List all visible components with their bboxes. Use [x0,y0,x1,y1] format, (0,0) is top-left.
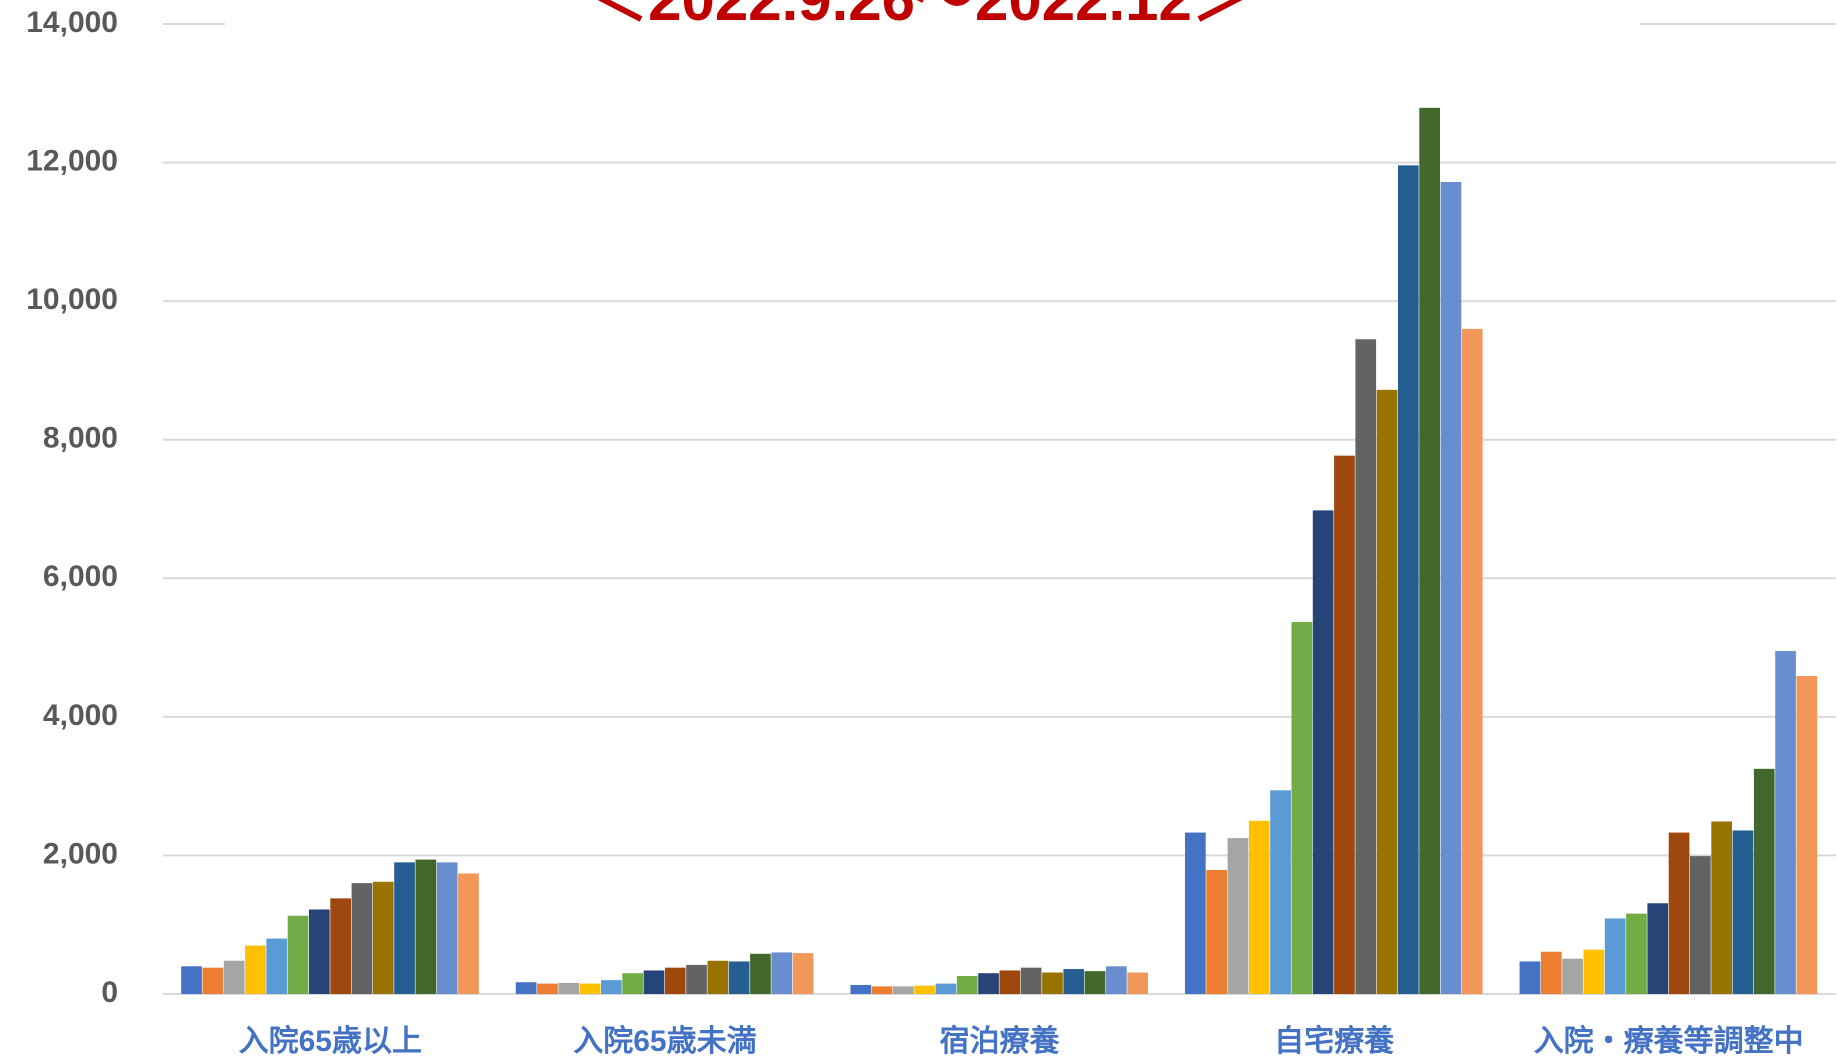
bar [1796,675,1818,994]
bar [1604,918,1626,994]
bar [1519,961,1541,994]
bar [1355,339,1377,994]
y-tick-label: 12,000 [26,144,118,177]
bar [415,859,437,994]
bar [202,967,224,994]
bar [1206,869,1227,994]
bar [1376,389,1398,994]
bar [458,873,479,994]
bar [664,967,686,994]
x-tick-label: 自宅療養 [1274,1024,1394,1057]
y-tick-label: 0 [101,976,118,1009]
bar [792,953,814,994]
bar [1668,832,1690,994]
bar [601,980,622,994]
bar [1562,958,1583,994]
bar [351,883,373,994]
bar [266,938,288,994]
x-tick-label: 入院65歳以上 [239,1024,422,1057]
bar [935,983,957,994]
bar [1106,966,1127,994]
bar [1227,838,1249,994]
bar [1647,903,1669,994]
bar [622,973,643,994]
bar [1084,971,1106,994]
bar [1270,790,1291,994]
bar [728,961,750,994]
bar [1626,913,1647,994]
bar [686,964,707,994]
bar [1398,165,1419,995]
bar [1312,510,1334,994]
bar [956,975,978,994]
bar [1419,107,1440,995]
bar [1042,972,1063,994]
bar [1732,830,1754,994]
bar [330,898,351,994]
y-tick-label: 2,000 [43,837,118,870]
x-tick-label: 入院・療養等調整中 [1534,1024,1804,1057]
bar [1020,967,1042,994]
bar [750,953,771,994]
title-background [225,0,1640,32]
bar [1461,328,1483,994]
bar [1127,972,1148,994]
bar [1063,969,1085,994]
bars [181,107,1818,995]
grid [163,23,1836,995]
y-tick-label: 10,000 [26,283,118,316]
bar [1185,832,1206,994]
bar [893,986,914,994]
bar [223,960,245,994]
bar [999,970,1021,994]
bar [1334,455,1355,994]
bar [1753,768,1775,994]
bar [537,983,558,994]
bar [1440,181,1462,994]
bar [181,966,202,994]
x-tick-label: 入院65歳未満 [573,1024,756,1057]
bar [771,952,793,994]
bar [1291,621,1313,994]
bar [1690,856,1711,994]
bar [309,909,330,994]
bar [1248,820,1270,994]
bar [871,986,893,994]
bar [978,973,999,994]
bar [245,945,266,994]
bar [372,881,394,994]
y-tick-label: 14,000 [26,6,118,39]
x-tick-label: 宿泊療養 [940,1025,1060,1057]
bar [515,982,537,994]
bar [1775,651,1796,994]
bar [643,970,665,994]
bar [850,984,872,994]
y-tick-label: 8,000 [43,422,118,455]
bar [558,982,580,994]
bar [914,985,935,994]
bar [1540,951,1562,994]
y-tick-label: 6,000 [43,560,118,593]
bar [287,915,309,994]
chart-title: ＜2022.9.26～2022.12＞ [588,0,1252,33]
bar [707,960,729,994]
bar [394,862,415,994]
bar [579,983,601,994]
bar [436,862,458,994]
bar [1583,949,1605,994]
y-tick-label: 4,000 [43,699,118,732]
bar [1711,821,1732,994]
